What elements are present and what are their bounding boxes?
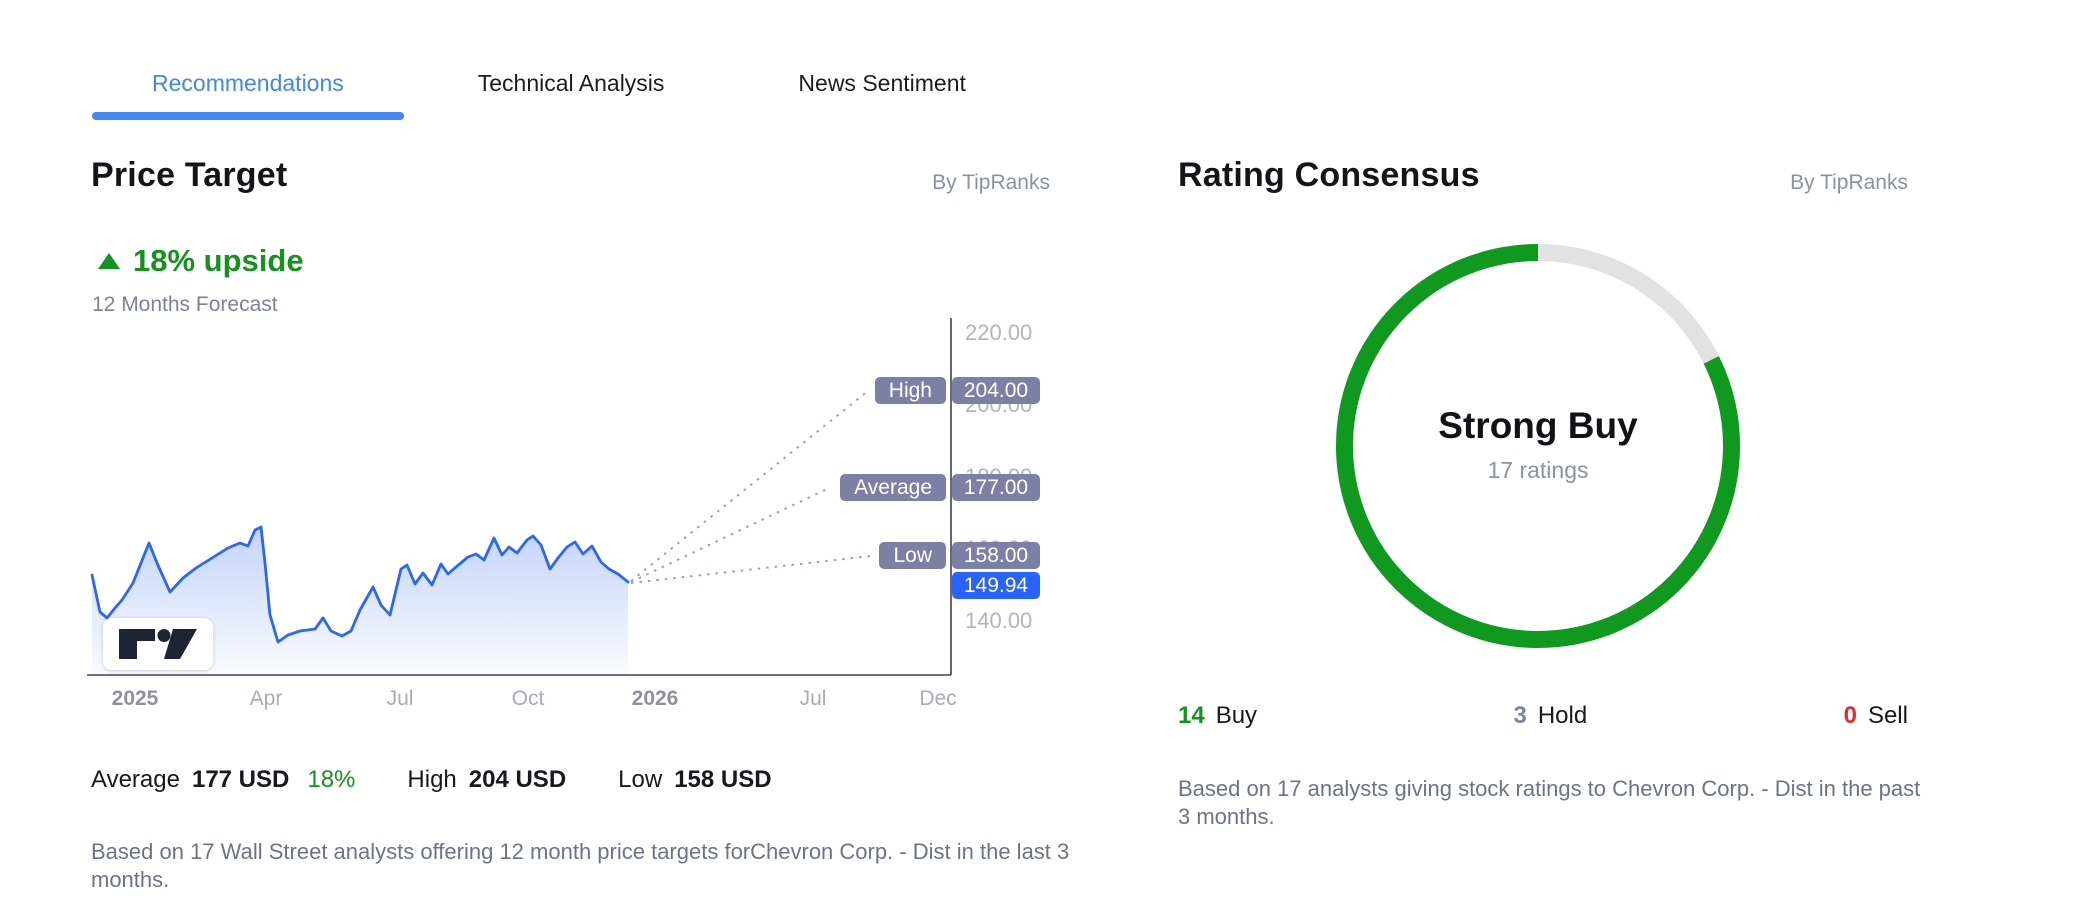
summary-low-label: Low <box>618 766 663 793</box>
price-target-summary: Average 177 USD 18% High 204 USD Low 158… <box>91 766 772 794</box>
upside-indicator: 18% upside <box>98 243 304 279</box>
summary-low-value: 158 USD <box>674 766 772 793</box>
price-target-footnote: Based on 17 Wall Street analysts offerin… <box>91 839 1070 892</box>
hold-count: 3 <box>1513 702 1527 729</box>
summary-average-change: 18% <box>307 766 356 793</box>
price-target-provider-link[interactable]: By TipRanks <box>932 171 1050 194</box>
consensus-label: Strong Buy <box>1438 405 1638 446</box>
buy-count: 14 <box>1178 702 1205 729</box>
x-tick-jul2: Jul <box>799 687 827 710</box>
tradingview-logo[interactable] <box>103 618 213 670</box>
rating-consensus-title: Rating Consensus <box>1178 156 1480 194</box>
upside-triangle-icon <box>98 253 120 269</box>
average-target-label-badge: Average <box>840 474 946 501</box>
rating-consensus-provider-link[interactable]: By TipRanks <box>1790 171 1908 194</box>
rating-consensus-footnote: Based on 17 analysts giving stock rating… <box>1178 776 1921 829</box>
x-tick-2026: 2026 <box>631 687 679 710</box>
forecast-fan-lines <box>630 390 872 584</box>
current-price-badge: 149.94 <box>952 572 1040 599</box>
tradingview-logo-glyph <box>119 629 197 659</box>
consensus-ratings-count: 17 ratings <box>1487 457 1589 483</box>
x-tick-2025: 2025 <box>111 687 159 710</box>
summary-high-value: 204 USD <box>468 766 567 793</box>
ratings-breakdown: 14 Buy 3 Hold 0 Sell <box>1178 702 1908 730</box>
summary-low: Low 158 USD <box>618 766 771 794</box>
sell-label: Sell <box>1867 702 1908 729</box>
sell-count: 0 <box>1843 702 1857 729</box>
summary-average-label: Average <box>91 766 180 793</box>
price-target-title: Price Target <box>91 156 288 194</box>
x-tick-oct: Oct <box>511 687 545 710</box>
upside-text: 18% upside <box>133 243 304 278</box>
rating-consensus-donut <box>1336 244 1740 648</box>
summary-average-value: 177 USD <box>191 766 290 793</box>
breakdown-buy: 14 Buy <box>1178 702 1257 730</box>
consensus-ring-value <box>1336 244 1740 648</box>
low-target-value-badge: 158.00 <box>952 542 1040 569</box>
tab-bar: Recommendations Technical Analysis News … <box>92 46 1026 120</box>
y-tick-220: 220.00 <box>965 320 1033 345</box>
breakdown-hold: 3 Hold <box>1513 702 1587 730</box>
summary-average: Average 177 USD 18% <box>91 766 355 794</box>
x-tick-apr: Apr <box>249 687 283 710</box>
x-tick-jul: Jul <box>386 687 414 710</box>
summary-high: High 204 USD <box>407 766 566 794</box>
high-target-value-badge: 204.00 <box>952 377 1040 404</box>
x-tick-dec: Dec <box>919 687 957 710</box>
high-target-label-badge: High <box>874 377 946 404</box>
forecast-period-label: 12 Months Forecast <box>92 293 278 316</box>
low-target-label-badge: Low <box>879 542 946 569</box>
tab-technical-analysis[interactable]: Technical Analysis <box>477 69 665 96</box>
buy-label: Buy <box>1215 702 1258 729</box>
price-target-chart[interactable]: 220.00 200.00 180.00 160.00 140.00 High … <box>85 315 1060 710</box>
price-line <box>90 525 630 644</box>
tab-news-sentiment[interactable]: News Sentiment <box>798 69 966 96</box>
average-target-value-badge: 177.00 <box>952 474 1040 501</box>
price-history-plot <box>87 318 952 676</box>
tab-recommendations[interactable]: Recommendations <box>92 46 404 120</box>
y-tick-140: 140.00 <box>965 608 1033 633</box>
summary-high-label: High <box>407 766 457 793</box>
breakdown-sell: 0 Sell <box>1844 702 1908 730</box>
price-area <box>92 527 628 675</box>
hold-label: Hold <box>1537 702 1588 729</box>
